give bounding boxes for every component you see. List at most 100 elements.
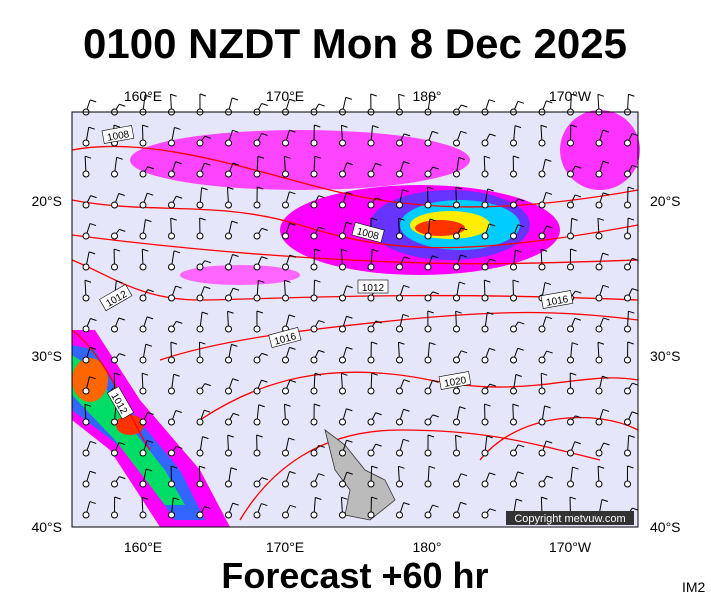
station — [481, 356, 489, 364]
wind-barb-flag — [318, 195, 325, 199]
wind-barb-flag — [575, 290, 582, 294]
wind-barb-flag — [88, 251, 96, 255]
wind-barb-flag — [489, 383, 496, 387]
station — [82, 263, 90, 271]
wind-barb-flag — [540, 248, 548, 252]
wind-barb-flag — [89, 376, 96, 380]
wind-barb-flag — [429, 342, 436, 346]
station — [567, 480, 574, 488]
station — [339, 418, 346, 426]
station — [453, 263, 460, 271]
station — [339, 387, 346, 395]
wind-barb-flag — [84, 155, 92, 159]
wind-barb-flag — [632, 257, 639, 261]
wind-barb-flag — [341, 496, 348, 500]
wind-barb-flag — [175, 410, 182, 413]
station — [510, 201, 517, 209]
station — [538, 356, 546, 364]
station — [567, 356, 574, 364]
station — [339, 294, 346, 302]
station — [339, 325, 346, 333]
station — [111, 511, 118, 519]
wind-barb-flag — [571, 342, 579, 346]
wind-barb-flag — [346, 346, 353, 350]
station — [310, 387, 318, 395]
bottom-lon-label: 160°E — [124, 539, 162, 555]
station — [82, 201, 90, 209]
station — [453, 170, 460, 178]
wind-barb-flag — [398, 341, 405, 345]
wind-barb-flag — [546, 475, 553, 479]
wind-barb-flag — [318, 103, 325, 107]
wind-barb-flag — [116, 280, 123, 284]
wind-barb-flag — [145, 219, 152, 223]
wind-barb-flag — [288, 437, 295, 441]
wind-barb-flag — [202, 436, 209, 440]
station — [111, 201, 118, 209]
station — [310, 232, 318, 240]
wind-barb-flag — [119, 228, 126, 232]
station — [225, 449, 232, 457]
station — [196, 139, 204, 147]
wind-barb-flag — [572, 466, 579, 470]
station — [282, 201, 289, 209]
left-lat-label: 30°S — [31, 348, 62, 364]
station — [567, 263, 574, 271]
wind-barb-flag — [199, 341, 206, 345]
station — [510, 356, 517, 364]
station — [339, 449, 346, 457]
wind-barb-flag — [261, 379, 268, 383]
wind-barb-flag — [602, 192, 610, 196]
wind-barb-flag — [631, 411, 639, 415]
wind-barb-flag — [232, 502, 239, 506]
station — [453, 480, 460, 488]
wind-barb-flag — [569, 496, 577, 500]
isobar-label-box — [106, 386, 134, 420]
wind-barb-flag — [570, 372, 577, 376]
wind-barb-flag — [602, 252, 609, 256]
station — [510, 294, 517, 302]
station — [253, 325, 261, 333]
wind-barb-flag — [231, 220, 238, 224]
wind-barb-flag — [145, 468, 153, 472]
isobar-label-box — [351, 221, 385, 244]
wind-barb-flag — [628, 93, 635, 97]
wind-barb-flag — [346, 191, 353, 195]
wind-barb-flag — [432, 379, 439, 383]
station — [567, 139, 574, 147]
wind-barb-flag — [403, 502, 410, 506]
wind-barb-flag — [119, 103, 126, 107]
wind-barb-flag — [375, 443, 382, 447]
wind-barb-flag — [173, 497, 180, 501]
wind-barb-flag — [314, 403, 321, 407]
station — [282, 263, 289, 271]
station — [168, 418, 175, 426]
station — [538, 170, 546, 178]
station — [310, 201, 318, 209]
wind-barb-flag — [632, 507, 639, 511]
wind-barb-flag — [257, 186, 264, 190]
station — [367, 325, 375, 333]
station — [624, 170, 631, 178]
wind-barb-flag — [90, 440, 97, 444]
bottom-lon-label: 180° — [413, 539, 442, 555]
station — [510, 170, 517, 178]
station — [567, 418, 574, 426]
wind-barb-flag — [545, 191, 553, 195]
wind-barb-flag — [455, 186, 462, 190]
station — [453, 449, 460, 457]
wind-barb-flag — [141, 372, 149, 376]
wind-barb-flag — [232, 254, 239, 257]
station — [396, 170, 403, 178]
station — [282, 418, 289, 426]
station — [339, 263, 346, 271]
wind-barb-flag — [289, 129, 296, 133]
wind-barb-flag — [544, 405, 551, 409]
wind-barb-flag — [403, 256, 411, 260]
station — [82, 387, 90, 395]
station — [310, 418, 318, 426]
station — [567, 232, 574, 240]
station — [168, 325, 175, 333]
station — [196, 480, 204, 488]
station — [595, 170, 603, 178]
